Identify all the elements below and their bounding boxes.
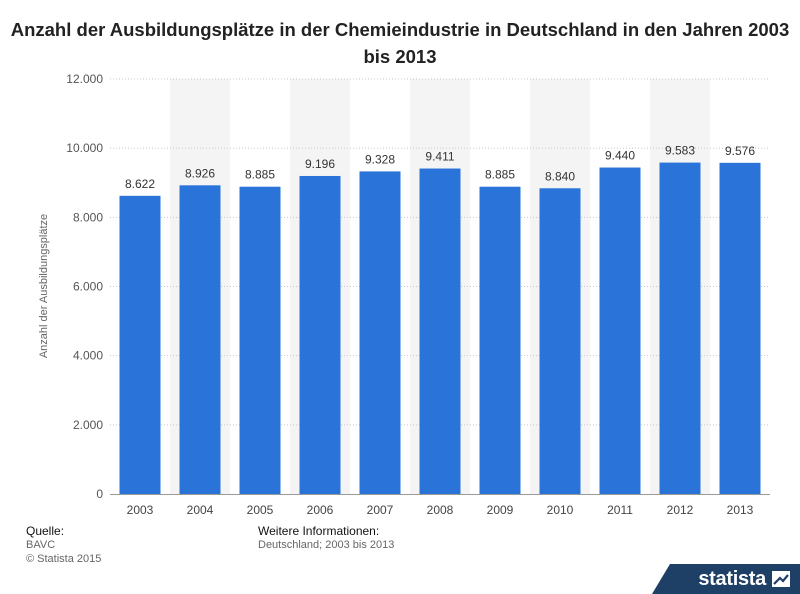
y-tick-label: 10.000 [66, 141, 103, 155]
x-tick-label: 2006 [307, 503, 334, 517]
bar-value-label: 8.622 [125, 177, 155, 191]
copyright-text: © Statista 2015 [26, 553, 102, 565]
bar-value-label: 8.926 [185, 166, 215, 180]
x-tick-label: 2010 [547, 503, 574, 517]
bar [179, 185, 221, 494]
x-tick-label: 2011 [607, 503, 633, 517]
bar [479, 186, 521, 494]
statista-logo[interactable]: statista [652, 564, 800, 594]
bar-value-label: 8.840 [545, 169, 575, 183]
bar [719, 162, 761, 494]
bar-value-label: 9.583 [665, 144, 695, 158]
x-tick-label: 2013 [727, 503, 754, 517]
bar [239, 186, 281, 494]
x-tick-label: 2004 [187, 503, 214, 517]
bar [359, 171, 401, 494]
bar-value-label: 9.440 [605, 149, 635, 163]
bar-value-label: 9.328 [365, 152, 395, 166]
y-tick-label: 12.000 [66, 72, 103, 86]
y-tick-label: 4.000 [73, 349, 103, 363]
y-tick-label: 8.000 [73, 210, 103, 224]
info-text: Deutschland; 2003 bis 2013 [258, 539, 395, 551]
bar [119, 195, 161, 494]
info-heading: Weitere Informationen: [258, 524, 380, 538]
y-tick-label: 2.000 [73, 418, 103, 432]
bar [539, 188, 581, 495]
y-tick-label: 0 [96, 487, 103, 501]
bar-value-label: 9.576 [725, 144, 755, 158]
x-tick-label: 2003 [127, 503, 154, 517]
source-heading: Quelle: [26, 524, 65, 538]
source-text: BAVC [26, 539, 56, 551]
bar [299, 175, 341, 494]
x-tick-label: 2007 [367, 503, 394, 517]
bar-value-label: 9.411 [425, 150, 454, 164]
y-tick-label: 6.000 [73, 280, 103, 294]
statista-logo-icon [772, 571, 790, 587]
bar [659, 162, 701, 494]
bar-value-label: 9.196 [305, 157, 335, 171]
chart-title: Anzahl der Ausbildungsplätze in der Chem… [10, 19, 790, 67]
y-axis-title: Anzahl der Ausbildungsplätze [38, 214, 50, 358]
bar [419, 168, 461, 494]
bar [599, 167, 641, 495]
bar-value-label: 8.885 [485, 168, 515, 182]
x-tick-label: 2009 [487, 503, 514, 517]
bar-value-label: 8.885 [245, 168, 275, 182]
source-block: Quelle: BAVC © Statista 2015 [26, 524, 101, 566]
x-tick-label: 2012 [667, 503, 694, 517]
info-block: Weitere Informationen: Deutschland; 2003… [258, 524, 394, 552]
x-tick-label: 2005 [247, 503, 274, 517]
brand-name: statista [698, 567, 766, 590]
x-tick-label: 2008 [427, 503, 454, 517]
